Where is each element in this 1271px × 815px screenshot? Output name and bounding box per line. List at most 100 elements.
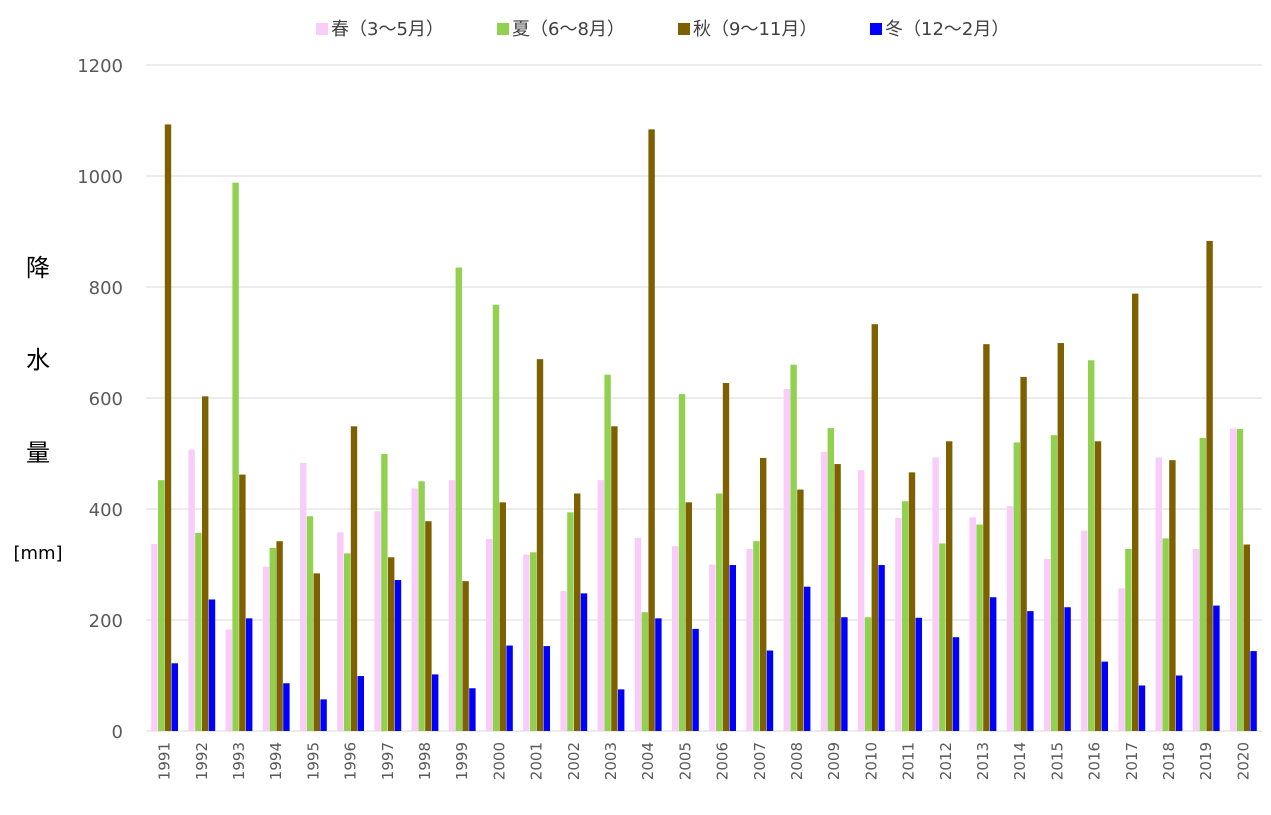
- bar-2018-s0: [1155, 457, 1162, 731]
- bar-2006-s3: [729, 565, 736, 731]
- bar-2003-s0: [597, 480, 604, 731]
- x-tick-label: 2004: [639, 742, 657, 780]
- bar-2011-s0: [895, 517, 902, 731]
- bar-2016-s1: [1088, 360, 1095, 731]
- y-axis-label-char: 降: [26, 254, 50, 282]
- x-tick-label: 1996: [342, 742, 360, 780]
- bar-2015-s3: [1064, 607, 1071, 731]
- bar-2003-s1: [604, 374, 611, 731]
- x-tick-label: 1994: [267, 742, 285, 780]
- bar-2019-s0: [1192, 548, 1200, 731]
- bar-1994-s3: [283, 683, 290, 731]
- bar-1994-s1: [269, 547, 276, 731]
- y-tick-label: 800: [89, 278, 123, 299]
- bar-1991-s1: [158, 480, 165, 731]
- y-tick-label: 600: [89, 389, 123, 410]
- legend-swatch: [870, 23, 882, 35]
- legend: 春（3～5月） 夏（6～8月） 秋（9～11月） 冬（12～2月）: [316, 19, 1009, 40]
- bar-1999-s3: [469, 688, 476, 731]
- x-tick-label: 2001: [528, 742, 546, 780]
- x-tick-label: 2003: [602, 742, 620, 780]
- bar-1996-s1: [344, 553, 351, 731]
- bar-2001-s0: [523, 554, 530, 731]
- y-tick-label: 400: [89, 500, 123, 521]
- bar-1997-s3: [394, 580, 402, 731]
- x-tick-label: 2015: [1048, 742, 1066, 780]
- bar-1994-s2: [276, 541, 283, 731]
- x-tick-label: 2016: [1086, 742, 1104, 780]
- bar-1994-s0: [262, 566, 270, 731]
- x-tick-label: 2019: [1197, 742, 1215, 780]
- bar-2015-s1: [1050, 435, 1058, 731]
- bar-2002-s1: [567, 512, 574, 731]
- bar-1998-s2: [425, 521, 432, 731]
- bar-1992-s0: [188, 449, 195, 731]
- y-axis-label-char: 量: [26, 439, 50, 467]
- bar-1991-s2: [164, 124, 172, 731]
- y-axis-ticks: 0 200 400 600 800 1000 1200: [77, 56, 123, 743]
- bar-1999-s2: [462, 581, 469, 731]
- bar-2020-s3: [1250, 651, 1257, 731]
- x-tick-label: 2007: [751, 742, 769, 780]
- x-tick-label: 2009: [825, 742, 843, 780]
- x-tick-label: 1991: [156, 742, 174, 780]
- y-axis-unit: [mm]: [13, 543, 62, 564]
- bar-1992-s2: [202, 396, 209, 731]
- bar-1991-s3: [171, 663, 178, 731]
- y-tick-label: 1200: [77, 56, 123, 77]
- bar-2009-s0: [820, 451, 828, 731]
- x-tick-label: 1999: [453, 742, 471, 780]
- bar-2014-s3: [1027, 611, 1034, 731]
- gridlines: [146, 64, 1262, 732]
- x-tick-label: 2010: [862, 742, 880, 780]
- bar-2019-s3: [1213, 605, 1220, 731]
- legend-swatch: [316, 23, 328, 35]
- bar-2001-s2: [536, 359, 544, 731]
- bar-2004-s2: [648, 129, 655, 731]
- x-axis-ticks: 1991 1992 1993 1994 1995 1996 1997 1998 1999 2000…: [156, 742, 1253, 780]
- bar-2008-s1: [790, 364, 797, 731]
- x-tick-label: 2005: [676, 742, 694, 780]
- bar-1996-s2: [350, 426, 358, 731]
- bar-2008-s2: [797, 489, 804, 731]
- bar-1997-s1: [381, 454, 388, 731]
- bar-2018-s1: [1162, 538, 1169, 731]
- y-tick-label: 200: [89, 611, 123, 632]
- x-tick-label: 2014: [1011, 742, 1029, 780]
- bar-2019-s2: [1206, 240, 1213, 731]
- bar-2009-s3: [841, 617, 848, 731]
- bar-2015-s0: [1044, 558, 1051, 731]
- bar-2017-s1: [1125, 548, 1132, 731]
- y-axis-label: 降水量 [mm]: [13, 254, 62, 564]
- bar-2010-s3: [878, 565, 885, 731]
- x-tick-label: 2006: [714, 742, 732, 780]
- bar-2016-s2: [1094, 441, 1102, 731]
- x-tick-label: 1993: [230, 742, 248, 780]
- x-tick-label: 1992: [193, 742, 211, 780]
- bar-2017-s0: [1118, 588, 1125, 731]
- bar-2007-s1: [753, 541, 760, 731]
- bar-1993-s1: [232, 182, 239, 731]
- bar-1997-s2: [388, 557, 395, 731]
- bar-2005-s3: [692, 628, 699, 731]
- bar-2011-s1: [902, 501, 909, 731]
- legend-label: 春（3～5月）: [331, 19, 444, 40]
- y-tick-label: 0: [112, 722, 123, 743]
- bar-2003-s2: [611, 426, 618, 731]
- bar-1996-s0: [337, 532, 344, 731]
- bar-1997-s0: [374, 511, 381, 731]
- bar-2007-s0: [746, 548, 753, 731]
- bar-2015-s2: [1057, 343, 1064, 731]
- bar-2008-s0: [783, 389, 790, 731]
- bar-2010-s2: [871, 324, 878, 731]
- x-tick-label: 1997: [379, 742, 397, 780]
- bar-1993-s0: [225, 629, 232, 731]
- bar-1993-s3: [246, 618, 253, 731]
- bar-2011-s3: [915, 617, 922, 731]
- bar-1998-s1: [418, 481, 425, 731]
- bar-2013-s0: [969, 517, 976, 731]
- y-tick-label: 1000: [77, 167, 123, 188]
- x-tick-label: 2013: [974, 742, 992, 780]
- bar-1999-s1: [455, 267, 462, 731]
